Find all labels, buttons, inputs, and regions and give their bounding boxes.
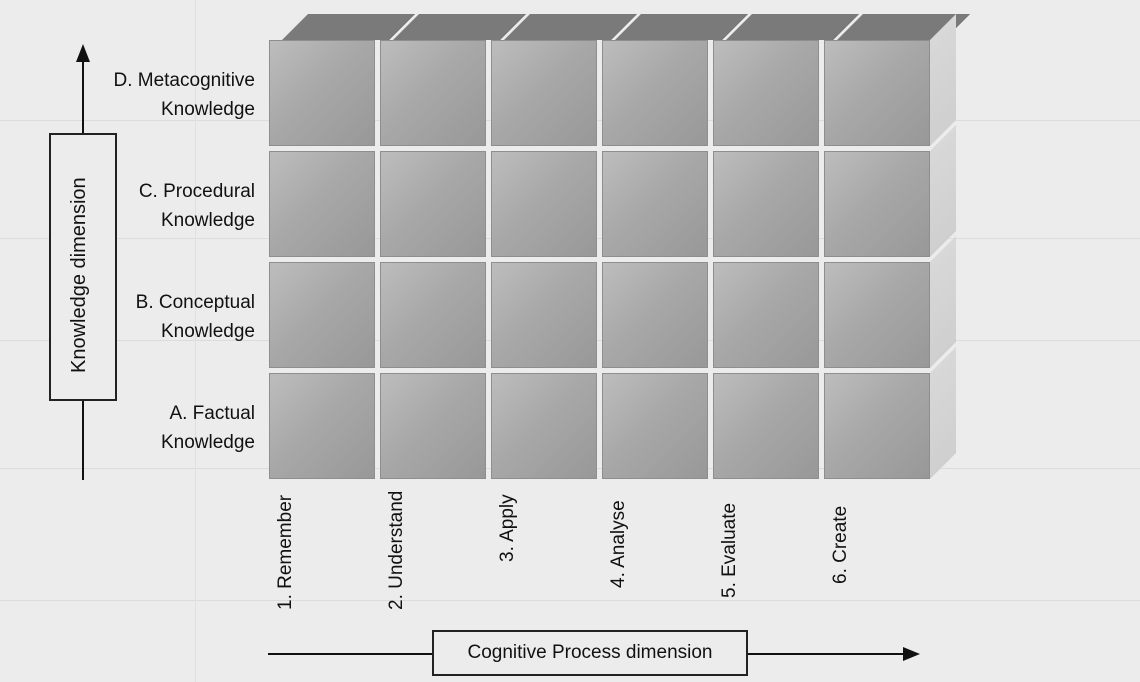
cube-front-face xyxy=(491,373,597,479)
cube-front-face xyxy=(269,373,375,479)
row-label-metacognitive: D. Metacognitive Knowledge xyxy=(35,66,255,124)
row-label-line1: C. Procedural xyxy=(138,181,255,202)
cube-front-face xyxy=(269,151,375,257)
cube-front-face xyxy=(491,40,597,146)
row-label-line1: D. Metacognitive xyxy=(113,70,255,91)
cognitive-process-dimension-box: Cognitive Process dimension xyxy=(432,630,748,676)
row-label-line2: Knowledge xyxy=(160,321,255,342)
row-label-procedural: C. Procedural Knowledge xyxy=(35,177,255,235)
cube-front-face xyxy=(602,373,708,479)
cube-front-face xyxy=(824,373,930,479)
cube-front-face xyxy=(713,262,819,368)
column-label-understand: 2. Understand xyxy=(386,490,407,610)
column-label-evaluate: 5. Evaluate xyxy=(719,502,740,598)
row-label-line2: Knowledge xyxy=(160,432,255,453)
row-label-line1: A. Factual xyxy=(169,403,255,424)
cube-front-face xyxy=(602,151,708,257)
cube-front-face xyxy=(380,373,486,479)
row-label-factual: A. Factual Knowledge xyxy=(35,399,255,457)
cube-front-face xyxy=(713,151,819,257)
row-label-conceptual: B. Conceptual Knowledge xyxy=(35,288,255,346)
cube-front-face xyxy=(824,262,930,368)
horizontal-axis-arrowhead xyxy=(903,647,920,661)
cube-front-face xyxy=(713,40,819,146)
cube-front-face xyxy=(602,40,708,146)
cube-front-face xyxy=(380,151,486,257)
background-line xyxy=(0,600,1140,601)
column-label-remember: 1. Remember xyxy=(275,494,296,610)
row-label-line1: B. Conceptual xyxy=(135,292,255,313)
column-label-analyse: 4. Analyse xyxy=(608,500,629,588)
cube-front-face xyxy=(380,262,486,368)
column-label-apply: 3. Apply xyxy=(497,494,518,562)
row-label-line2: Knowledge xyxy=(160,210,255,231)
knowledge-dimension-box xyxy=(49,133,117,401)
cube-front-face xyxy=(269,40,375,146)
cube-front-face xyxy=(380,40,486,146)
column-label-create: 6. Create xyxy=(830,505,851,584)
vertical-axis-arrowhead xyxy=(76,44,90,62)
cube-front-face xyxy=(824,151,930,257)
cube-front-face xyxy=(491,262,597,368)
cube-front-face xyxy=(602,262,708,368)
cube-front-face xyxy=(491,151,597,257)
row-label-line2: Knowledge xyxy=(160,99,255,120)
cube-front-face xyxy=(269,262,375,368)
background-column-line xyxy=(195,0,196,682)
cube-front-face xyxy=(824,40,930,146)
cube-front-face xyxy=(713,373,819,479)
